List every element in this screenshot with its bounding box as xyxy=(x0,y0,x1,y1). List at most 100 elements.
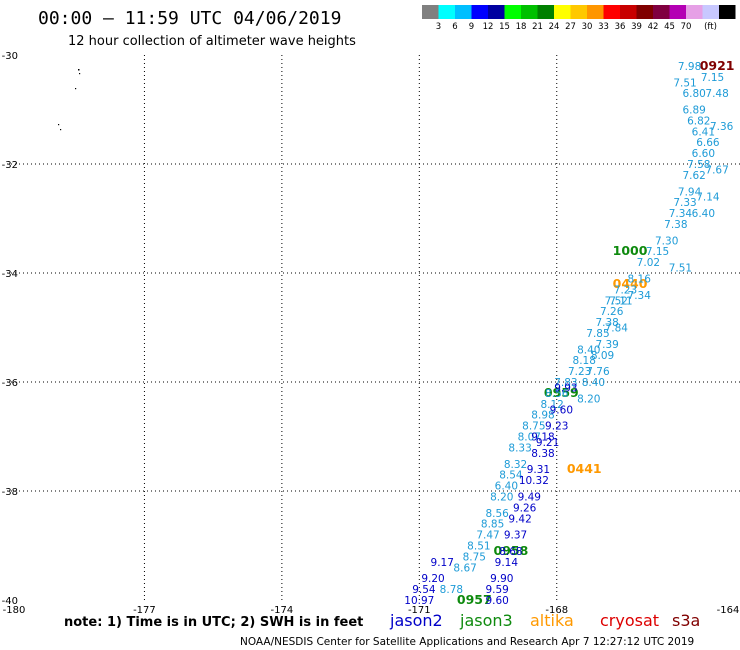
wave-height-value: 7.33 xyxy=(673,197,696,209)
wave-height-value: 8.18 xyxy=(573,355,596,367)
wave-height-value: 6.82 xyxy=(687,115,710,127)
time-label: 0959 xyxy=(544,385,579,400)
wave-height-value: 9.21 xyxy=(536,437,559,449)
colorbar-label: 42 xyxy=(648,22,659,32)
wave-height-value: 7.02 xyxy=(637,257,660,269)
chart-title: 00:00 – 11:59 UTC 04/06/2019 xyxy=(38,8,341,29)
wave-height-value: 7.11 xyxy=(609,295,632,307)
land-specks xyxy=(58,69,81,131)
wave-height-value: 9.23 xyxy=(545,421,568,433)
wave-height-value: 6.89 xyxy=(682,105,705,117)
wave-height-value: 9.60 xyxy=(485,595,508,607)
colorbar-label: 36 xyxy=(615,22,626,32)
colorbar: 3 6 9 12 15 18 21 24 27 30 33 36 39 42 45 70 (ft) xyxy=(422,5,736,32)
colorbar-swatch xyxy=(438,5,455,19)
y-tick-label: -38 xyxy=(2,487,18,498)
gridlines xyxy=(7,55,740,600)
wave-height-value: 7.34 xyxy=(669,208,693,220)
wave-height-value: 7.83 xyxy=(554,377,577,389)
legend-item-cryosat: cryosat xyxy=(600,611,659,630)
wave-height-value: 8.20 xyxy=(577,393,600,405)
colorbar-swatch xyxy=(719,5,736,19)
x-tick-label: -180 xyxy=(3,605,26,616)
wave-height-value: 7.34 xyxy=(628,290,652,302)
colorbar-label: 30 xyxy=(582,22,593,32)
colorbar-swatch xyxy=(537,5,554,19)
wave-height-value: 9.37 xyxy=(504,530,527,542)
wave-height-value: 7.52 xyxy=(605,295,628,307)
time-label: 1000 xyxy=(613,243,648,258)
colorbar-swatch xyxy=(455,5,472,19)
wave-height-value: 8.68 xyxy=(499,546,522,558)
colorbar-swatch xyxy=(504,5,521,19)
colorbar-label: 45 xyxy=(664,22,675,32)
chart-subtitle: 12 hour collection of altimeter wave hei… xyxy=(68,34,356,49)
wave-height-value: 9.20 xyxy=(421,573,444,585)
colorbar-swatch xyxy=(636,5,653,19)
legend-item-altika: altika xyxy=(530,611,574,630)
colorbar-swatch xyxy=(554,5,571,19)
colorbar-swatch xyxy=(488,5,505,19)
wave-height-value: 9.93 xyxy=(554,382,577,394)
wave-height-value: 8.85 xyxy=(481,519,504,531)
colorbar-label: 70 xyxy=(681,22,692,32)
colorbar-label: 9 xyxy=(469,22,474,32)
colorbar-unit: (ft) xyxy=(704,22,717,32)
wave-height-value: 6.41 xyxy=(692,126,715,138)
colorbar-label: 12 xyxy=(483,22,494,32)
colorbar-swatch xyxy=(653,5,670,19)
wave-height-value: 7.30 xyxy=(655,235,678,247)
colorbar-swatch xyxy=(570,5,587,19)
wave-height-value: 7.67 xyxy=(705,164,728,176)
colorbar-label: 18 xyxy=(516,22,527,32)
wave-height-value: 9.17 xyxy=(431,557,454,569)
colorbar-swatch xyxy=(603,5,620,19)
time-label: 0441 xyxy=(567,461,602,476)
wave-height-value: 8.40 xyxy=(582,377,605,389)
colorbar-swatch xyxy=(620,5,637,19)
time-label: 0958 xyxy=(494,543,529,558)
wave-height-value: 8.38 xyxy=(531,448,554,460)
wave-height-value: 7.38 xyxy=(664,219,687,231)
wave-height-value: 8.56 xyxy=(485,508,509,520)
wave-height-value: 9.14 xyxy=(495,557,519,569)
wave-height-value: 9.90 xyxy=(490,573,513,585)
wave-height-value: 7.62 xyxy=(682,170,705,182)
wave-height-value: 6.40 xyxy=(495,481,518,493)
wave-height-value: 7.94 xyxy=(678,186,702,198)
wave-height-value: 8.75 xyxy=(463,551,486,563)
wave-height-value: 7.98 xyxy=(678,61,701,73)
wave-height-value: 8.09 xyxy=(591,350,614,362)
wave-height-value: 6.66 xyxy=(696,137,720,149)
colorbar-label: 39 xyxy=(631,22,642,32)
wave-height-value: 9.60 xyxy=(550,404,573,416)
colorbar-label: 15 xyxy=(499,22,510,32)
wave-height-value: 7.26 xyxy=(600,306,624,318)
x-tick-label: -171 xyxy=(408,605,431,616)
wave-height-value: 8.20 xyxy=(490,491,513,503)
wave-height-value: 9.54 xyxy=(412,584,436,596)
wave-height-value: 8.07 xyxy=(518,432,541,444)
wave-height-value: 7.14 xyxy=(696,192,720,204)
wave-height-value: 8.51 xyxy=(467,541,490,553)
y-tick-label: -30 xyxy=(2,51,18,62)
wave-height-value: 8.32 xyxy=(504,459,527,471)
x-tick-label: -177 xyxy=(133,605,156,616)
x-tick-label: -168 xyxy=(545,605,568,616)
colorbar-swatch xyxy=(521,5,538,19)
time-label: 0440 xyxy=(613,276,648,291)
wave-height-value: 8.40 xyxy=(577,344,600,356)
colorbar-swatch xyxy=(422,5,439,19)
wave-height-value: 9.26 xyxy=(513,502,537,514)
wave-height-value: 7.38 xyxy=(595,317,618,329)
wave-height-value: 9.18 xyxy=(531,432,554,444)
colorbar-swatch xyxy=(702,5,719,19)
y-tick-label: -32 xyxy=(2,160,18,171)
wave-height-value: 7.47 xyxy=(476,530,499,542)
legend-item-jason3: jason3 xyxy=(459,611,513,630)
wave-height-marks: 09591000095809570440044109217.987.516.80… xyxy=(404,58,734,607)
wave-height-value: 7.23 xyxy=(614,284,637,296)
wave-height-value: 8.33 xyxy=(508,442,531,454)
wave-height-value: 7.15 xyxy=(701,72,724,84)
